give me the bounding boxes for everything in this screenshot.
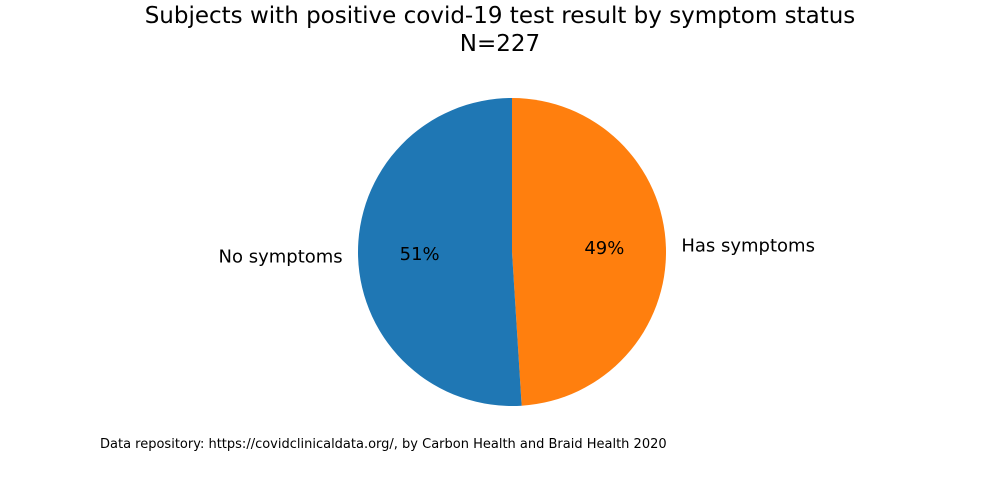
pie-slice-no-symptoms	[357, 98, 522, 406]
pie-percent-label: 51%	[400, 244, 440, 265]
pie-slice-has-symptoms	[512, 98, 666, 406]
pie-slices	[357, 98, 666, 406]
chart-title: Subjects with positive covid-19 test res…	[144, 3, 856, 29]
pie-percent-label: 49%	[584, 238, 624, 259]
pie-category-label: No symptoms	[219, 246, 343, 267]
pie-category-label: Has symptoms	[681, 236, 815, 257]
chart-subtitle: N=227	[459, 31, 541, 57]
pie-labels: 49% Has symptoms 51% No symptoms	[219, 236, 815, 268]
data-source-footnote: Data repository: https://covidclinicalda…	[100, 437, 667, 452]
